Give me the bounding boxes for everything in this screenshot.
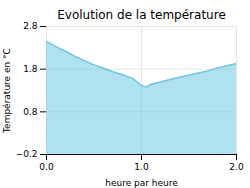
svg-text:1.8: 1.8 xyxy=(23,64,38,74)
svg-text:Température en °C: Température en °C xyxy=(2,48,12,134)
svg-text:2.0: 2.0 xyxy=(229,162,244,172)
svg-text:−0.2: −0.2 xyxy=(16,149,38,159)
svg-text:1.0: 1.0 xyxy=(134,162,149,172)
svg-text:heure par heure: heure par heure xyxy=(105,178,178,188)
svg-text:Evolution de la température: Evolution de la température xyxy=(57,8,226,22)
svg-text:2.8: 2.8 xyxy=(23,21,38,31)
svg-text:0.8: 0.8 xyxy=(23,107,38,117)
svg-text:0.0: 0.0 xyxy=(39,162,54,172)
